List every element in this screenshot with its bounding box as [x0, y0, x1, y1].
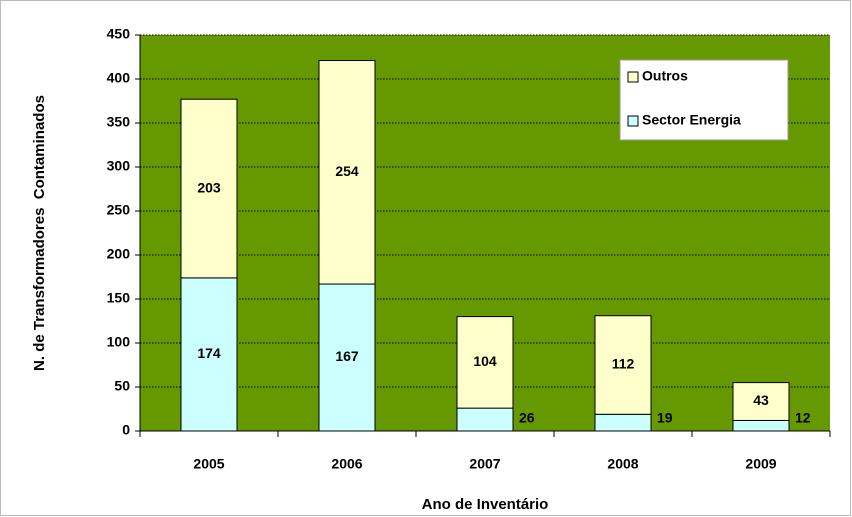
- bar-segment: [594, 315, 652, 415]
- bar-segment: [732, 419, 790, 432]
- legend-swatch: [627, 115, 639, 127]
- bar-segment: [318, 283, 376, 432]
- x-axis-title: Ano de Inventário: [422, 496, 549, 513]
- data-label: 12: [795, 410, 811, 426]
- y-tick-label: 200: [107, 246, 131, 262]
- bar-segment: [318, 60, 376, 285]
- bar-segment: [180, 277, 238, 432]
- bar-segment: [732, 382, 790, 421]
- data-label: 43: [753, 392, 769, 408]
- legend-swatch: [627, 71, 639, 83]
- x-tick-label: 2005: [193, 456, 224, 472]
- bar-segment: [456, 407, 514, 432]
- x-tick-label: 2009: [745, 456, 776, 472]
- data-label: 254: [335, 163, 359, 179]
- y-tick-label: 350: [107, 114, 131, 130]
- bar-segment: [456, 316, 514, 409]
- legend-box: [619, 59, 789, 141]
- bar-segment: [180, 98, 238, 279]
- y-axis-title: N. de Transformadores Contaminados: [31, 95, 48, 371]
- y-tick-label: 150: [107, 290, 131, 306]
- x-tick-label: 2006: [331, 456, 362, 472]
- data-label: 174: [197, 345, 221, 361]
- y-tick-label: 100: [107, 334, 131, 350]
- bar-segment: [594, 413, 652, 432]
- legend-label: Outros: [642, 68, 688, 84]
- y-tick-label: 300: [107, 158, 131, 174]
- y-tick-label: 50: [114, 378, 130, 394]
- data-label: 167: [335, 348, 359, 364]
- data-label: 112: [612, 356, 635, 372]
- x-tick-label: 2007: [469, 456, 500, 472]
- y-tick-label: 0: [122, 422, 130, 438]
- data-label: 104: [473, 353, 497, 369]
- y-tick-label: 450: [107, 26, 131, 42]
- data-label: 26: [519, 410, 535, 426]
- y-tick-label: 250: [107, 202, 131, 218]
- legend-label: Sector Energia: [642, 112, 741, 128]
- y-tick-label: 400: [107, 70, 131, 86]
- data-label: 203: [197, 179, 221, 195]
- data-label: 19: [657, 410, 673, 426]
- x-tick-label: 2008: [607, 456, 638, 472]
